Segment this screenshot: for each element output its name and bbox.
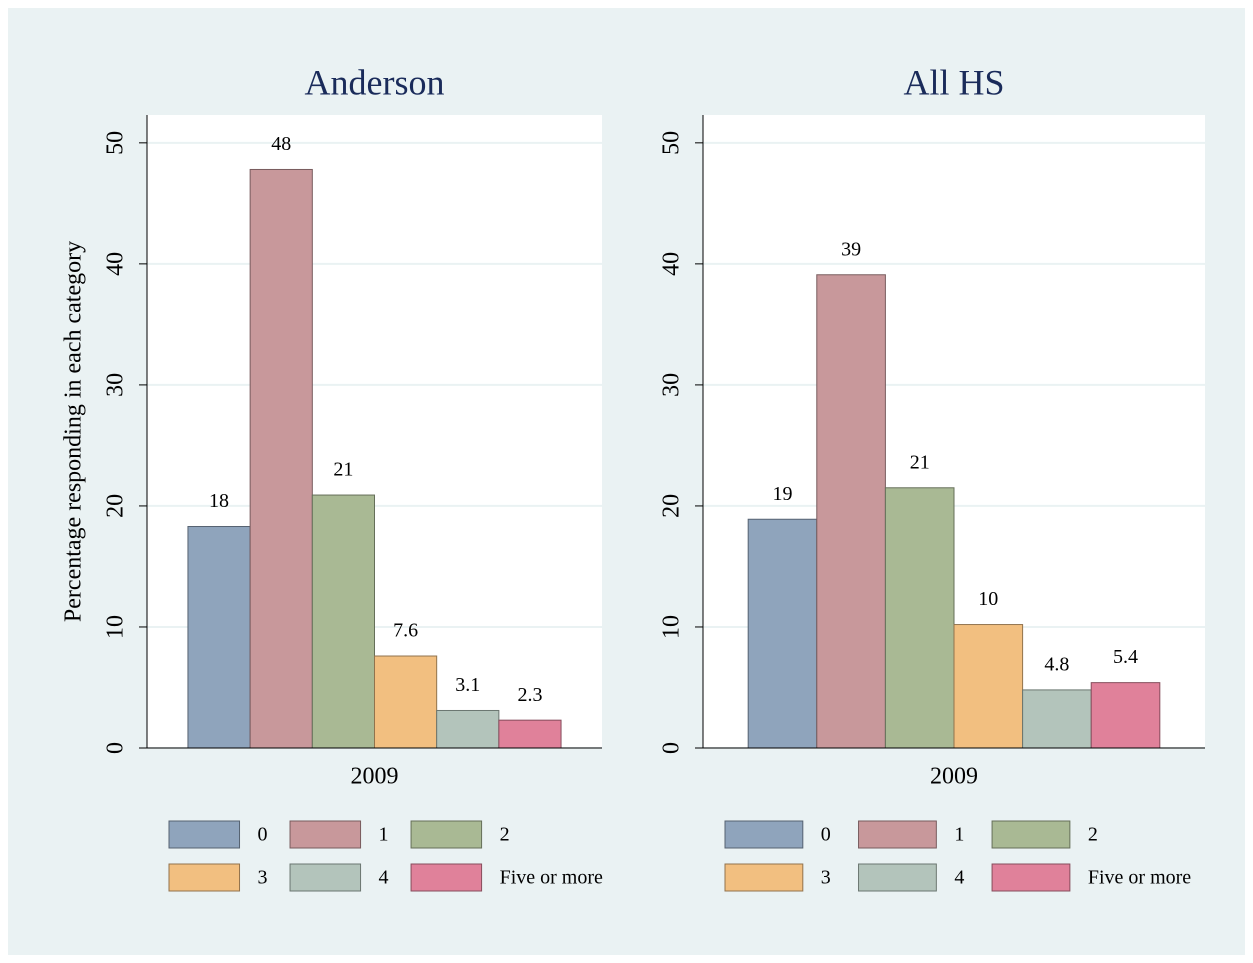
bar (436, 709, 500, 749)
bar (187, 526, 251, 749)
legend-key (410, 820, 483, 849)
y-tick-label: 40 (659, 252, 685, 276)
y-axis-label: Percentage responding in each category (61, 241, 87, 622)
legend-label: 0 (821, 824, 831, 846)
legend-label: 4 (954, 867, 964, 889)
bar (747, 518, 818, 749)
legend-label: 1 (954, 824, 964, 846)
value-label: 39 (841, 238, 861, 260)
bar (816, 274, 886, 749)
legend-key (724, 820, 804, 849)
legend-key (858, 820, 937, 849)
y-tick-label: 20 (659, 494, 685, 518)
value-label: 7.6 (393, 620, 418, 642)
legend-key (724, 863, 804, 892)
bar (1022, 689, 1092, 749)
legend-label: 2 (1088, 824, 1098, 846)
bar (249, 168, 313, 749)
value-label: 48 (271, 133, 291, 155)
legend-label: Five or more (500, 867, 603, 889)
legend-label: 4 (379, 867, 389, 889)
value-label: 21 (333, 459, 353, 481)
y-tick-label: 30 (103, 373, 129, 397)
bar (953, 624, 1024, 749)
bar (498, 719, 562, 749)
legend-key (168, 863, 241, 892)
y-tick-label: 20 (103, 494, 129, 518)
bar (1090, 682, 1161, 749)
value-label: 5.4 (1113, 646, 1138, 668)
legend-label: 1 (379, 824, 389, 846)
legend-label: Five or more (1088, 867, 1191, 889)
value-label: 2.3 (517, 684, 542, 706)
value-label: 19 (772, 483, 792, 505)
value-label: 18 (209, 490, 229, 512)
legend-key (289, 863, 362, 892)
legend-label: 3 (821, 867, 831, 889)
y-tick-label: 10 (659, 615, 685, 639)
legend-label: 3 (258, 867, 268, 889)
value-label: 21 (910, 451, 930, 473)
value-label: 10 (978, 588, 998, 610)
legend-key (991, 820, 1071, 849)
chart-title: Anderson (305, 62, 445, 102)
legend-key (410, 863, 483, 892)
y-tick-label: 0 (659, 742, 685, 754)
y-tick-label: 50 (103, 131, 129, 155)
bar (374, 655, 438, 749)
legend-label: 2 (500, 824, 510, 846)
x-tick-label: 2009 (930, 764, 978, 790)
x-tick-label: 2009 (351, 764, 399, 790)
y-tick-label: 50 (659, 131, 685, 155)
legend-key (168, 820, 241, 849)
legend-label: 0 (258, 824, 268, 846)
legend-key (289, 820, 362, 849)
chart-title: All HS (903, 62, 1004, 102)
bar (311, 494, 376, 749)
value-label: 3.1 (455, 674, 480, 696)
legend-key (858, 863, 937, 892)
value-label: 4.8 (1044, 653, 1069, 675)
y-tick-label: 30 (659, 373, 685, 397)
bar (884, 487, 955, 749)
legend-key (991, 863, 1071, 892)
y-tick-label: 0 (103, 742, 129, 754)
y-tick-label: 40 (103, 252, 129, 276)
y-tick-label: 10 (103, 615, 129, 639)
